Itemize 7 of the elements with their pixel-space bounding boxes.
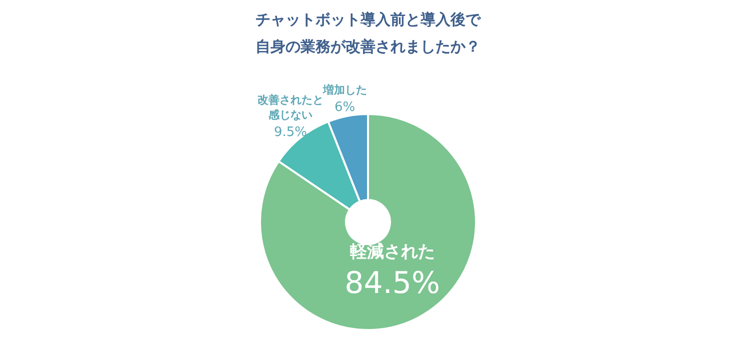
data-label: 84.5% bbox=[344, 266, 440, 301]
slice-label: 軽減された bbox=[348, 242, 435, 262]
data-label: 6% bbox=[334, 100, 356, 116]
slice-label: 増加した bbox=[322, 83, 367, 96]
chart-title: チャットボット導入前と導入後で自身の業務が改善されましたか？ bbox=[256, 10, 482, 56]
slice-label: 改善されたと感じない bbox=[257, 94, 324, 122]
data-label: 9.5% bbox=[274, 125, 307, 140]
